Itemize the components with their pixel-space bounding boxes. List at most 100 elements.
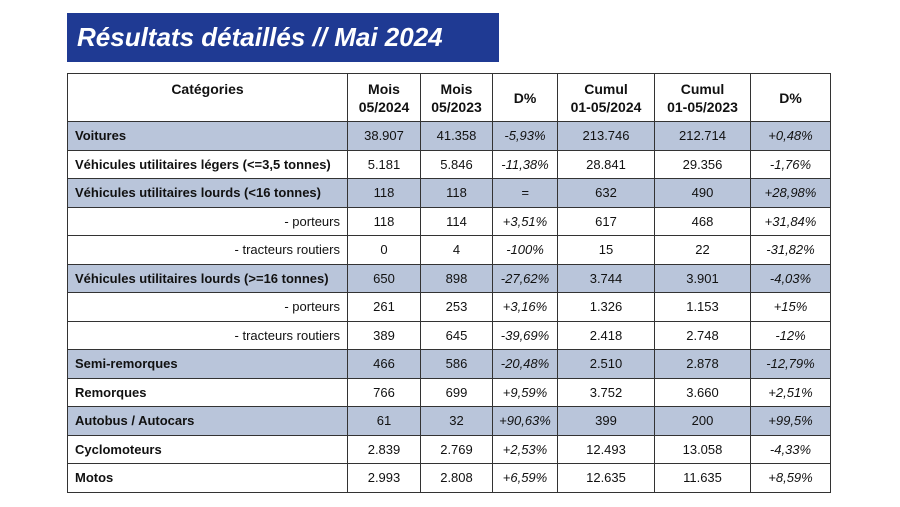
table-row: Véhicules utilitaires lourds (<16 tonnes… (67, 178, 831, 208)
table-row: - porteurs 118 114 +3,51% 617 468 +31,84% (67, 206, 831, 236)
value-cell: 3.660 (654, 377, 751, 407)
value-cell: 15 (557, 235, 655, 265)
table-body: Voitures 38.907 41.358 -5,93% 213.746 212.714… (67, 121, 831, 493)
header-text: Cumul (680, 80, 725, 97)
value-cell: 2.418 (557, 320, 655, 350)
table-row: Voitures 38.907 41.358 -5,93% 213.746 212.714… (67, 121, 831, 151)
header-text: Mois (368, 80, 400, 97)
column-header: D% (492, 73, 558, 122)
table-row: Motos 2.993 2.808 +6,59% 12.635 11.635 +8,59% (67, 463, 831, 493)
value-cell: +90,63% (492, 406, 558, 436)
value-cell: 114 (420, 206, 493, 236)
value-cell: -27,62% (492, 263, 558, 293)
table-header: Catégories Mois 05/2024 Mois 05/2023 D% Cumul 0… (67, 73, 831, 122)
value-cell: 699 (420, 377, 493, 407)
value-cell: 61 (347, 406, 421, 436)
value-cell: 898 (420, 263, 493, 293)
value-cell: 12.493 (557, 434, 655, 464)
column-header: Mois 05/2024 (347, 73, 421, 122)
table-row: Remorques 766 699 +9,59% 3.752 3.660 +2,51% (67, 377, 831, 407)
value-cell: -31,82% (750, 235, 831, 265)
value-cell: 2.993 (347, 463, 421, 493)
table-row: Véhicules utilitaires légers (<=3,5 tonn… (67, 149, 831, 179)
table-row: - porteurs 261 253 +3,16% 1.326 1.153 +15% (67, 292, 831, 322)
value-cell: 118 (420, 178, 493, 208)
value-cell: +28,98% (750, 178, 831, 208)
value-cell: 490 (654, 178, 751, 208)
value-cell: 41.358 (420, 121, 493, 151)
column-header: D% (750, 73, 831, 122)
value-cell: +2,53% (492, 434, 558, 464)
category-cell: Véhicules utilitaires lourds (<16 tonnes… (67, 178, 348, 208)
value-cell: 12.635 (557, 463, 655, 493)
value-cell: 645 (420, 320, 493, 350)
value-cell: -5,93% (492, 121, 558, 151)
title-banner: Résultats détaillés // Mai 2024 (67, 13, 499, 62)
table-row: - tracteurs routiers 389 645 -39,69% 2.418 2.… (67, 320, 831, 350)
category-cell: Voitures (67, 121, 348, 151)
value-cell: 766 (347, 377, 421, 407)
value-cell: 29.356 (654, 149, 751, 179)
value-cell: 22 (654, 235, 751, 265)
value-cell: 212.714 (654, 121, 751, 151)
category-cell: - tracteurs routiers (67, 320, 348, 350)
value-cell: -39,69% (492, 320, 558, 350)
value-cell: +0,48% (750, 121, 831, 151)
value-cell: 2.510 (557, 349, 655, 379)
value-cell: 11.635 (654, 463, 751, 493)
value-cell: 3.744 (557, 263, 655, 293)
value-cell: 4 (420, 235, 493, 265)
value-cell: 2.769 (420, 434, 493, 464)
category-cell: Motos (67, 463, 348, 493)
value-cell: +9,59% (492, 377, 558, 407)
table-row: Autobus / Autocars 61 32 +90,63% 399 200 +99,5… (67, 406, 831, 436)
category-cell: - porteurs (67, 206, 348, 236)
header-text: Catégories (171, 81, 244, 97)
table-row: Cyclomoteurs 2.839 2.769 +2,53% 12.493 13.058… (67, 434, 831, 464)
value-cell: 466 (347, 349, 421, 379)
value-cell: 28.841 (557, 149, 655, 179)
value-cell: = (492, 178, 558, 208)
value-cell: 2.839 (347, 434, 421, 464)
value-cell: 3.752 (557, 377, 655, 407)
value-cell: +6,59% (492, 463, 558, 493)
value-cell: 399 (557, 406, 655, 436)
value-cell: 5.181 (347, 149, 421, 179)
header-text: 01-05/2023 (667, 98, 738, 115)
value-cell: 32 (420, 406, 493, 436)
column-header: Mois 05/2023 (420, 73, 493, 122)
value-cell: +3,16% (492, 292, 558, 322)
value-cell: 617 (557, 206, 655, 236)
value-cell: 261 (347, 292, 421, 322)
header-text: 05/2023 (431, 98, 482, 115)
value-cell: +2,51% (750, 377, 831, 407)
value-cell: -11,38% (492, 149, 558, 179)
category-cell: Semi-remorques (67, 349, 348, 379)
table-row: - tracteurs routiers 0 4 -100% 15 22 -31,82% (67, 235, 831, 265)
value-cell: -12,79% (750, 349, 831, 379)
value-cell: +15% (750, 292, 831, 322)
value-cell: 1.326 (557, 292, 655, 322)
column-header: Cumul 01-05/2023 (654, 73, 751, 122)
value-cell: -1,76% (750, 149, 831, 179)
column-header: Cumul 01-05/2024 (557, 73, 655, 122)
value-cell: +3,51% (492, 206, 558, 236)
category-cell: - porteurs (67, 292, 348, 322)
header-row: Catégories Mois 05/2024 Mois 05/2023 D% Cumul 0… (67, 73, 831, 122)
value-cell: 2.748 (654, 320, 751, 350)
value-cell: 3.901 (654, 263, 751, 293)
results-table: Catégories Mois 05/2024 Mois 05/2023 D% Cumul 0… (67, 73, 831, 493)
value-cell: -4,33% (750, 434, 831, 464)
value-cell: 0 (347, 235, 421, 265)
category-cell: Véhicules utilitaires légers (<=3,5 tonn… (67, 149, 348, 179)
category-cell: Véhicules utilitaires lourds (>=16 tonne… (67, 263, 348, 293)
title: Résultats détaillés // Mai 2024 (77, 22, 443, 52)
category-cell: Cyclomoteurs (67, 434, 348, 464)
value-cell: 13.058 (654, 434, 751, 464)
value-cell: -4,03% (750, 263, 831, 293)
value-cell: 632 (557, 178, 655, 208)
value-cell: 213.746 (557, 121, 655, 151)
header-text: D% (513, 89, 537, 106)
value-cell: 468 (654, 206, 751, 236)
